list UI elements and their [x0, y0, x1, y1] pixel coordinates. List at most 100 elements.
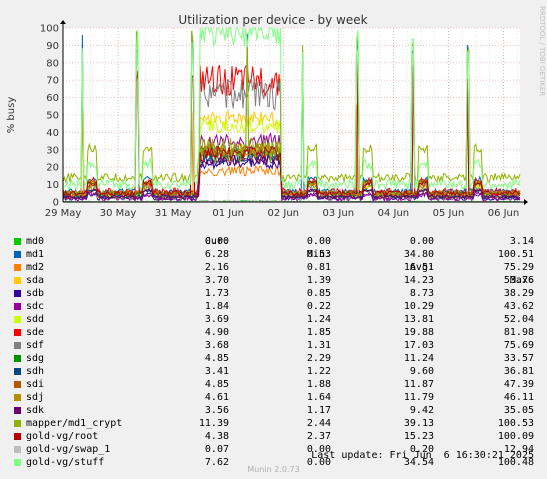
- legend-avg-value: 34.54: [403, 457, 434, 468]
- legend-max-value: 52.04: [503, 314, 534, 325]
- x-tick-label: 01 Jun: [212, 208, 244, 219]
- legend-row: md0 0.00 0.00 0.00 3.14: [0, 235, 547, 248]
- legend-row: md1 6.28 0.53 34.80 100.51: [0, 248, 547, 261]
- legend-row: sde 4.90 1.85 19.88 81.98: [0, 326, 547, 339]
- y-axis-arrow: [60, 20, 66, 24]
- legend-color-swatch: [14, 264, 21, 271]
- legend-cur-value: 0.00: [204, 236, 229, 247]
- legend-max-value: 12.94: [503, 444, 534, 455]
- legend-cur-value: 4.38: [204, 431, 229, 442]
- legend-header-max: Max:: [509, 275, 534, 286]
- legend-series-name: sda: [26, 275, 45, 286]
- x-tick-label: 29 May: [45, 208, 82, 219]
- legend-min-value: 0.53: [306, 249, 331, 260]
- legend-min-value: 0.00: [306, 236, 331, 247]
- x-tick-label: 04 Jun: [378, 208, 410, 219]
- legend-cur-value: 7.62: [204, 457, 229, 468]
- x-tick-label: 02 Jun: [267, 208, 299, 219]
- legend-cur-value: 0.07: [204, 444, 229, 455]
- legend-cur-value: 3.41: [204, 366, 229, 377]
- y-tick-label: 70: [46, 76, 59, 87]
- legend-max-value: 100.48: [497, 457, 534, 468]
- legend-row: sdc 1.84 0.22 10.29 43.62: [0, 300, 547, 313]
- legend-series-name: sde: [26, 327, 45, 338]
- legend-cur-value: 6.28: [204, 249, 229, 260]
- legend-color-swatch: [14, 355, 21, 362]
- legend-row: sdg 4.85 2.29 11.24 33.57: [0, 352, 547, 365]
- legend-avg-value: 13.81: [403, 314, 434, 325]
- legend-max-value: 46.11: [503, 392, 534, 403]
- legend-avg-value: 8.73: [409, 288, 434, 299]
- legend-series-name: gold-vg/stuff: [26, 457, 105, 468]
- legend-avg-value: 14.23: [403, 275, 434, 286]
- legend: Cur: Min: Avg: Max: md0 0.00 0.00 0.00 3.14 m…: [0, 222, 547, 469]
- y-axis-label: % busy: [6, 97, 17, 134]
- legend-cur-value: 3.70: [204, 275, 229, 286]
- legend-min-value: 1.88: [306, 379, 331, 390]
- legend-max-value: 36.81: [503, 366, 534, 377]
- x-axis-arrow: [524, 199, 528, 205]
- legend-max-value: 33.57: [503, 353, 534, 364]
- series-line: [62, 63, 521, 198]
- legend-min-value: 1.22: [306, 366, 331, 377]
- legend-color-swatch: [14, 433, 21, 440]
- chart-title: Utilization per device - by week: [178, 13, 367, 27]
- last-update: Last update: Fri Jun 6 16:30:21 2025: [311, 450, 534, 461]
- legend-row: gold-vg/stuff 7.62 0.00 34.54 100.48: [0, 456, 547, 469]
- legend-row: gold-vg/root 4.38 2.37 15.23 100.09: [0, 430, 547, 443]
- legend-cur-value: 4.61: [204, 392, 229, 403]
- legend-row: sda 3.70 1.39 14.23 53.76: [0, 274, 547, 287]
- legend-cur-value: 3.69: [204, 314, 229, 325]
- utilization-chart: Utilization per device - by week % busy …: [6, 6, 546, 219]
- legend-min-value: 2.44: [306, 418, 331, 429]
- legend-rows: md0 0.00 0.00 0.00 3.14 md1 6.28 0.53 34.80 100.5…: [0, 235, 547, 469]
- y-tick-label: 90: [46, 41, 59, 52]
- legend-cur-value: 3.56: [204, 405, 229, 416]
- y-tick-label: 40: [46, 128, 59, 139]
- legend-cur-value: 4.85: [204, 353, 229, 364]
- legend-series-name: md0: [26, 236, 45, 247]
- legend-avg-value: 11.87: [403, 379, 434, 390]
- y-tick-label: 30: [46, 145, 59, 156]
- legend-color-swatch: [14, 251, 21, 258]
- legend-color-swatch: [14, 446, 21, 453]
- legend-color-swatch: [14, 238, 21, 245]
- y-tick-label: 60: [46, 93, 59, 104]
- legend-header-min: Min:: [306, 249, 331, 260]
- legend-min-value: 2.29: [306, 353, 331, 364]
- legend-max-value: 100.51: [497, 249, 534, 260]
- legend-series-name: sdb: [26, 288, 45, 299]
- legend-row: sdb 1.73 0.85 8.73 38.29: [0, 287, 547, 300]
- legend-avg-value: 10.29: [403, 301, 434, 312]
- legend-max-value: 100.53: [497, 418, 534, 429]
- legend-avg-value: 17.03: [403, 340, 434, 351]
- legend-avg-value: 34.80: [403, 249, 434, 260]
- legend-min-value: 0.00: [306, 457, 331, 468]
- legend-min-value: 0.85: [306, 288, 331, 299]
- legend-min-value: 1.64: [306, 392, 331, 403]
- legend-max-value: 3.14: [509, 236, 534, 247]
- legend-min-value: 1.85: [306, 327, 331, 338]
- legend-avg-value: 11.24: [403, 353, 434, 364]
- legend-row: sdh 3.41 1.22 9.60 36.81: [0, 365, 547, 378]
- legend-header: Cur: Min: Avg: Max:: [0, 222, 547, 286]
- x-tick-label: 05 Jun: [433, 208, 465, 219]
- legend-min-value: 1.31: [306, 340, 331, 351]
- legend-color-swatch: [14, 407, 21, 414]
- series-lines: [62, 26, 521, 203]
- legend-series-name: gold-vg/root: [26, 431, 99, 442]
- legend-avg-value: 15.23: [403, 431, 434, 442]
- legend-color-swatch: [14, 420, 21, 427]
- rrdtool-watermark: RRDTOOL / TOBI OETIKER: [538, 6, 546, 96]
- legend-max-value: 75.29: [503, 262, 534, 273]
- x-tick-label: 06 Jun: [488, 208, 520, 219]
- legend-max-value: 53.76: [503, 275, 534, 286]
- legend-min-value: 1.39: [306, 275, 331, 286]
- legend-series-name: sdk: [26, 405, 45, 416]
- legend-row: gold-vg/swap_1 0.07 0.00 0.20 12.94: [0, 443, 547, 456]
- legend-max-value: 47.39: [503, 379, 534, 390]
- legend-series-name: sdd: [26, 314, 45, 325]
- legend-max-value: 75.69: [503, 340, 534, 351]
- legend-series-name: sdi: [26, 379, 45, 390]
- legend-row: sdk 3.56 1.17 9.42 35.05: [0, 404, 547, 417]
